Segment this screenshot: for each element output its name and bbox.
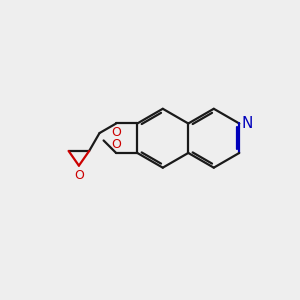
Text: O: O: [74, 169, 84, 182]
Text: O: O: [111, 126, 121, 139]
Text: N: N: [242, 116, 253, 131]
Text: O: O: [111, 138, 121, 151]
